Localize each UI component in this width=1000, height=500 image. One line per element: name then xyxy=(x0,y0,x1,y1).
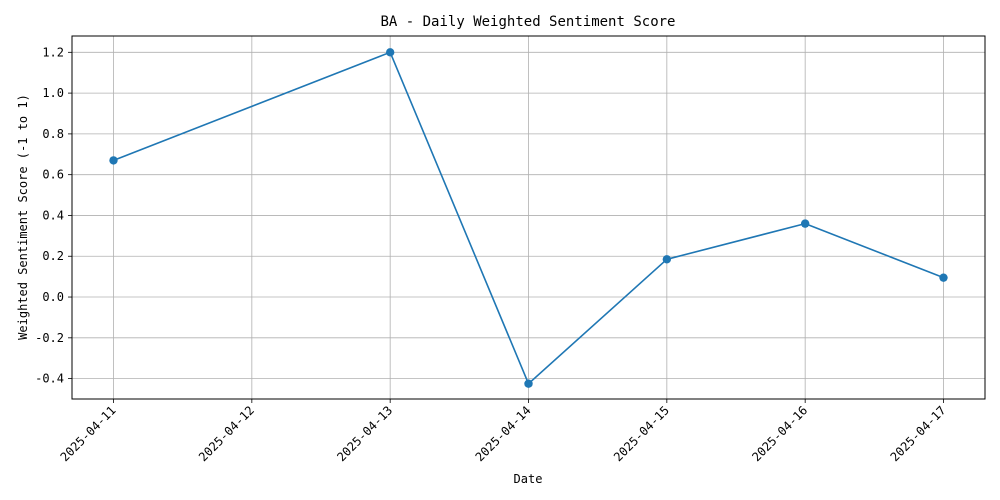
series-layer xyxy=(109,48,948,388)
chart-title: BA - Daily Weighted Sentiment Score xyxy=(380,14,675,30)
data-point xyxy=(800,219,810,228)
y-tick-label: 1.2 xyxy=(42,45,64,59)
series-line xyxy=(113,51,944,385)
y-tick-label: 0.8 xyxy=(42,127,64,141)
x-axis-label: Date xyxy=(514,472,543,486)
data-point xyxy=(939,273,948,282)
data-point xyxy=(524,379,533,388)
y-tick-label: 0.6 xyxy=(42,168,64,182)
y-tick-label: -0.2 xyxy=(35,331,64,345)
y-axis-label: Weighted Sentiment Score (-1 to 1) xyxy=(16,94,30,340)
y-tick-label: 0.4 xyxy=(42,208,64,222)
data-point xyxy=(662,255,672,264)
grid xyxy=(72,36,985,399)
data-point xyxy=(385,48,395,57)
y-tick-label: 0.0 xyxy=(42,290,64,304)
y-tick-label: -0.4 xyxy=(35,372,64,386)
y-tick-label: 1.0 xyxy=(42,86,64,100)
y-tick-label: 0.2 xyxy=(42,249,64,263)
y-axis: -0.4 -0.2 0.0 0.2 0.4 0.6 0.8 1.0 1.2 xyxy=(35,45,72,386)
data-point xyxy=(109,156,118,165)
